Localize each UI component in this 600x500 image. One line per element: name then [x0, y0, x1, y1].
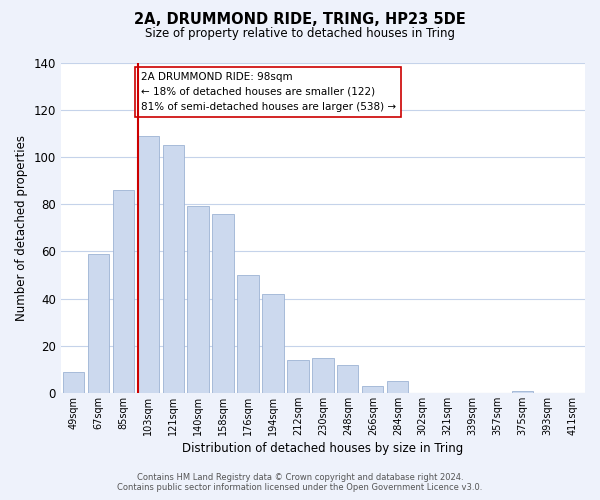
Text: 2A DRUMMOND RIDE: 98sqm
← 18% of detached houses are smaller (122)
81% of semi-d: 2A DRUMMOND RIDE: 98sqm ← 18% of detache…	[140, 72, 395, 112]
Bar	[113, 190, 134, 393]
Bar	[62, 372, 84, 393]
Bar	[187, 206, 209, 393]
Bar	[238, 275, 259, 393]
Text: 2A, DRUMMOND RIDE, TRING, HP23 5DE: 2A, DRUMMOND RIDE, TRING, HP23 5DE	[134, 12, 466, 28]
Text: Contains HM Land Registry data © Crown copyright and database right 2024.
Contai: Contains HM Land Registry data © Crown c…	[118, 473, 482, 492]
Bar	[163, 145, 184, 393]
Bar	[137, 136, 159, 393]
Bar	[88, 254, 109, 393]
Bar	[337, 364, 358, 393]
X-axis label: Distribution of detached houses by size in Tring: Distribution of detached houses by size …	[182, 442, 464, 455]
Bar	[212, 214, 233, 393]
Bar	[387, 381, 409, 393]
Y-axis label: Number of detached properties: Number of detached properties	[15, 134, 28, 320]
Bar	[512, 390, 533, 393]
Text: Size of property relative to detached houses in Tring: Size of property relative to detached ho…	[145, 28, 455, 40]
Bar	[312, 358, 334, 393]
Bar	[287, 360, 308, 393]
Bar	[262, 294, 284, 393]
Bar	[362, 386, 383, 393]
